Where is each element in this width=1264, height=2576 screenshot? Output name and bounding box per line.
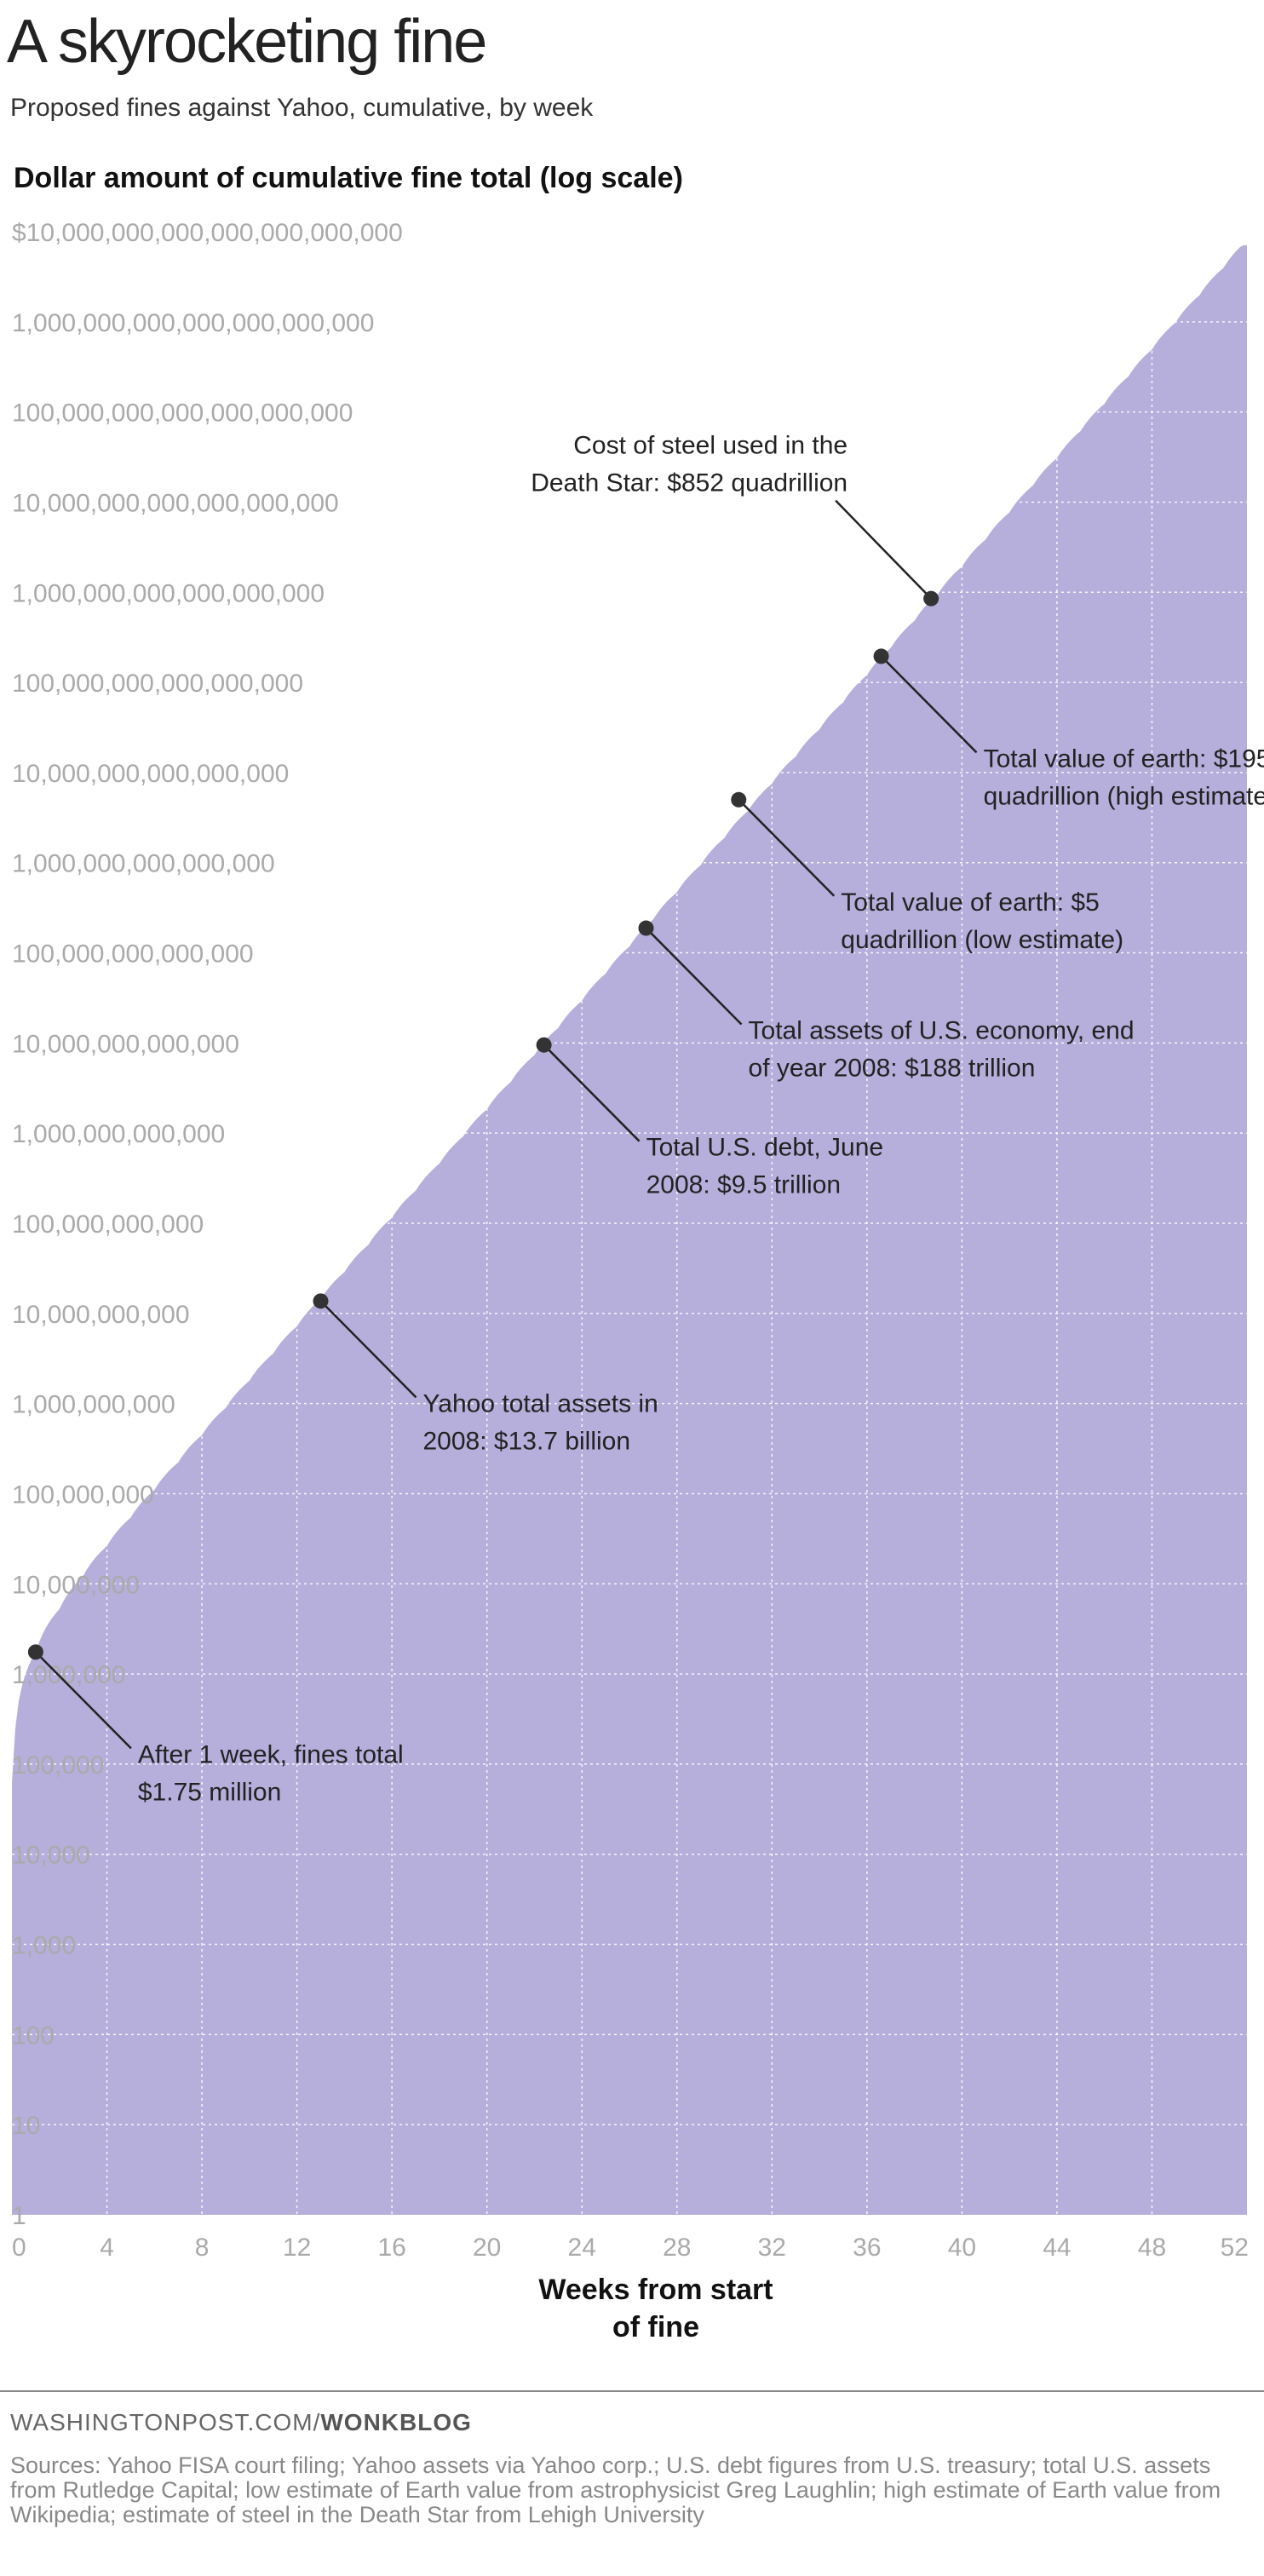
- y-tick-label: 10,000,000,000,000,000,000: [12, 489, 339, 517]
- y-tick-label: 1,000: [12, 1932, 76, 1960]
- y-tick-label: 10,000,000,000,000,000: [12, 760, 289, 788]
- x-tick-label: 44: [1043, 2234, 1071, 2262]
- y-tick-label: 10,000,000,000,000: [12, 1030, 239, 1058]
- annotation-label-line1: Yahoo total assets in: [423, 1389, 658, 1417]
- x-tick-label: 28: [663, 2234, 691, 2262]
- annotation-marker: [313, 1293, 329, 1309]
- y-tick-label: 100,000,000,000: [12, 1210, 204, 1239]
- annotation-label-line2: $1.75 million: [138, 1778, 281, 1806]
- annotation-label-line1: Total value of earth: $195: [984, 745, 1264, 773]
- annotation-marker: [638, 920, 654, 936]
- y-tick-label: 1,000,000,000,000,000,000: [12, 579, 325, 607]
- x-axis-title-line2: of fine: [612, 2311, 699, 2343]
- x-tick-label: 0: [12, 2234, 26, 2262]
- credit-site: WASHINGTONPOST.COM/: [10, 2409, 321, 2435]
- sources-note: Sources: Yahoo FISA court filing; Yahoo …: [10, 2452, 1221, 2527]
- chart-title: A skyrocketing fine: [7, 8, 487, 76]
- y-tick-label: 1,000,000,000,000,000,000,000: [12, 309, 374, 337]
- x-tick-label: 12: [283, 2234, 311, 2262]
- annotation-leader: [880, 655, 978, 754]
- y-tick-label: 10,000,000: [12, 1571, 140, 1599]
- x-tick-layer: 0 4 8 12 16 20 24 28 32 36 40 44 48 52: [12, 2234, 1249, 2262]
- x-tick-label: 8: [195, 2234, 210, 2262]
- annotation-label-line1: Total value of earth: $5: [841, 888, 1100, 917]
- chart-subtitle: Proposed fines against Yahoo, cumulative…: [10, 94, 594, 122]
- y-tick-label: 1,000,000,000: [12, 1391, 175, 1419]
- annotation-marker: [873, 648, 889, 664]
- publisher-credit: WASHINGTONPOST.COM/WONKBLOG: [10, 2409, 472, 2436]
- x-tick-label: 36: [853, 2234, 881, 2262]
- annotation-leader: [543, 1044, 641, 1142]
- x-tick-label: 52: [1221, 2234, 1249, 2262]
- area-layer: [12, 244, 1247, 2216]
- x-tick-label: 48: [1138, 2234, 1166, 2262]
- credit-section: WONKBLOG: [320, 2409, 472, 2435]
- y-tick-label: 100,000,000,000,000,000: [12, 670, 303, 698]
- annotation-marker: [536, 1037, 552, 1053]
- y-axis-title: Dollar amount of cumulative fine total (…: [14, 162, 683, 194]
- annotation-leader: [738, 798, 836, 897]
- y-tick-label: 10,000,000,000: [12, 1301, 190, 1329]
- y-tick-label: 1: [12, 2202, 26, 2230]
- x-tick-label: 20: [473, 2234, 501, 2262]
- y-tick-label: 100,000,000,000,000: [12, 940, 254, 969]
- annotation-label-line1: Total assets of U.S. economy, end: [749, 1017, 1135, 1045]
- annotation-label-line1: Total U.S. debt, June: [646, 1134, 884, 1162]
- annotation-marker: [731, 791, 747, 808]
- annotation-marker: [27, 1644, 43, 1660]
- x-tick-label: 32: [758, 2234, 786, 2262]
- y-tick-label: 100,000,000: [12, 1481, 154, 1509]
- x-tick-label: 40: [948, 2234, 976, 2262]
- y-tick-label: 100: [12, 2021, 55, 2050]
- y-tick-label: 100,000: [12, 1751, 104, 1780]
- fine-area-chart: 1101001,00010,000100,0001,000,00010,000,…: [12, 219, 1264, 2262]
- annotation-label-line2: 2008: $13.7 billion: [423, 1427, 631, 1455]
- annotation-label-line1: After 1 week, fines total: [138, 1740, 404, 1768]
- annotation-layer: After 1 week, fines total $1.75 million Ya…: [27, 432, 1264, 1806]
- x-tick-label: 16: [377, 2234, 405, 2262]
- annotation-marker: [923, 590, 939, 607]
- x-axis-title: Weeks from start of fine: [485, 2271, 826, 2346]
- grid-layer: [12, 232, 1247, 2215]
- annotation-label-line2: 2008: $9.5 trillion: [646, 1171, 842, 1199]
- annotation-label-line2: quadrillion (low estimate): [841, 926, 1123, 954]
- annotation-leader: [319, 1300, 417, 1399]
- x-tick-label: 4: [100, 2234, 114, 2262]
- fine-area: [12, 244, 1247, 2216]
- annotation-leader: [34, 1651, 132, 1750]
- x-tick-label: 24: [568, 2234, 596, 2262]
- annotation-label-line2: Death Star: $852 quadrillion: [531, 469, 847, 497]
- annotation-label-line2: quadrillion (high estimate): [984, 782, 1264, 810]
- y-tick-label: 100,000,000,000,000,000,000: [12, 400, 353, 428]
- y-tick-layer: 1101001,00010,000100,0001,000,00010,000,…: [12, 219, 403, 2230]
- footer-divider: [0, 2390, 1264, 2392]
- y-tick-label: 10,000: [12, 1842, 90, 1870]
- annotation-label-line1: Cost of steel used in the: [573, 432, 847, 460]
- annotation-leader: [645, 927, 743, 1026]
- y-tick-label: $10,000,000,000,000,000,000,000: [12, 219, 403, 247]
- annotation-label-line2: of year 2008: $188 trillion: [749, 1055, 1036, 1083]
- y-tick-label: 1,000,000,000,000,000: [12, 850, 275, 878]
- y-tick-label: 10: [12, 2112, 40, 2140]
- y-tick-label: 1,000,000,000,000: [12, 1120, 225, 1148]
- annotation-leader: [835, 499, 933, 600]
- x-axis-title-line1: Weeks from start: [538, 2274, 773, 2306]
